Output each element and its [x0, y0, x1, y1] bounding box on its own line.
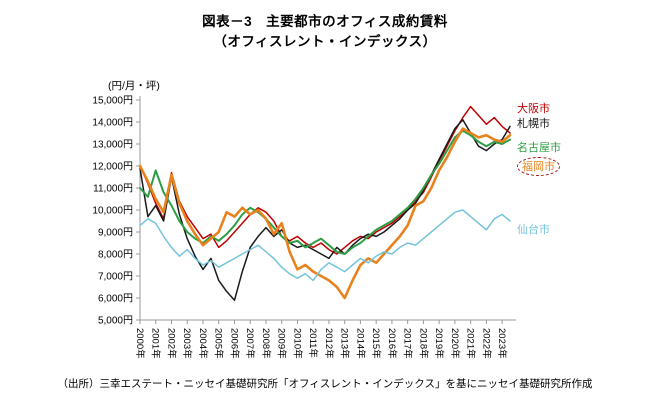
svg-text:5,000円: 5,000円: [98, 316, 133, 327]
chart-subtitle: （オフィスレント・インデックス）: [213, 34, 437, 49]
svg-text:2012年: 2012年: [323, 328, 335, 359]
svg-text:6,000円: 6,000円: [98, 294, 133, 305]
svg-text:2015年: 2015年: [370, 328, 382, 359]
svg-text:2005年: 2005年: [213, 328, 225, 359]
svg-text:13,000円: 13,000円: [92, 140, 133, 151]
svg-text:12,000円: 12,000円: [92, 162, 133, 173]
svg-text:2011年: 2011年: [307, 328, 319, 358]
svg-text:2018年: 2018年: [417, 328, 429, 359]
y-axis-unit-label: (円/月・坪): [108, 80, 160, 92]
svg-text:15,000円: 15,000円: [92, 96, 133, 107]
svg-text:11,000円: 11,000円: [93, 184, 133, 195]
svg-text:14,000円: 14,000円: [92, 118, 133, 129]
svg-text:7,000円: 7,000円: [98, 272, 133, 283]
legend-sapporo: 札幌市: [517, 118, 550, 130]
svg-text:9,000円: 9,000円: [98, 228, 133, 239]
svg-text:2010年: 2010年: [291, 328, 303, 359]
legend-fukuoka: 福岡市: [517, 157, 560, 176]
svg-text:2002年: 2002年: [165, 328, 177, 359]
svg-text:2006年: 2006年: [228, 328, 240, 359]
legend-sendai: 仙台市: [517, 224, 550, 236]
svg-text:2020年: 2020年: [449, 328, 461, 359]
svg-text:2009年: 2009年: [276, 328, 288, 359]
svg-text:2003年: 2003年: [181, 328, 193, 359]
svg-text:10,000円: 10,000円: [92, 206, 133, 217]
svg-text:2008年: 2008年: [260, 328, 272, 359]
svg-text:8,000円: 8,000円: [98, 250, 133, 261]
chart-title: 図表－3 主要都市のオフィス成約賃料: [202, 14, 448, 29]
legend-osaka: 大阪市: [517, 103, 550, 115]
svg-text:2007年: 2007年: [244, 328, 256, 359]
svg-text:2016年: 2016年: [386, 328, 398, 359]
office-rent-line-chart: 5,000円 6,000円 7,000円 8,000円 9,000円 10,000円 11,…: [92, 96, 516, 359]
source-note: （出所）三幸エステート・ニッセイ基礎研究所「オフィスレント・インデックス」を基に…: [57, 378, 593, 390]
svg-text:2022年: 2022年: [480, 328, 492, 359]
svg-text:2014年: 2014年: [354, 328, 366, 359]
svg-text:2001年: 2001年: [150, 328, 162, 359]
svg-text:2000年: 2000年: [134, 328, 146, 359]
legend-fukuoka-label: 福岡市: [522, 161, 555, 173]
svg-text:2019年: 2019年: [433, 328, 445, 359]
svg-text:2013年: 2013年: [339, 328, 351, 359]
svg-text:2023年: 2023年: [496, 328, 508, 359]
svg-text:2004年: 2004年: [197, 328, 209, 359]
svg-text:2021年: 2021年: [465, 328, 477, 359]
fukuoka-highlight-ellipse: 福岡市: [517, 157, 560, 176]
legend-nagoya: 名古屋市: [517, 142, 561, 154]
svg-text:2017年: 2017年: [402, 328, 414, 359]
